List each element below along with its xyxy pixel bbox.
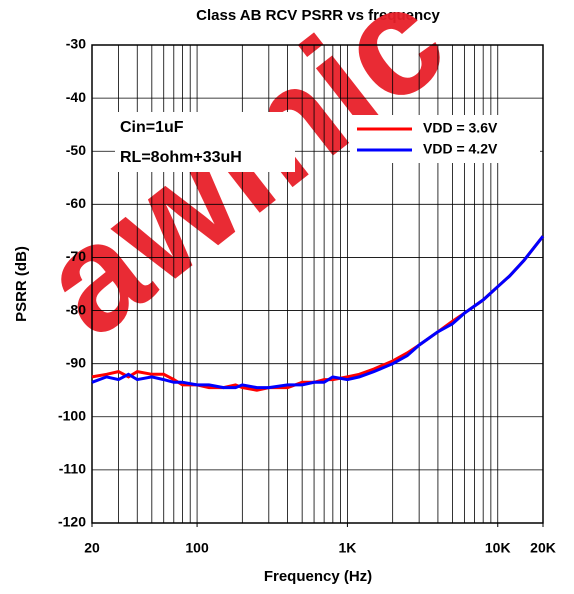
chart-title: Class AB RCV PSRR vs frequency bbox=[196, 7, 440, 24]
x-tick-label: 1K bbox=[338, 540, 356, 556]
y-tick-label: -90 bbox=[66, 354, 86, 370]
x-tick-label: 100 bbox=[185, 540, 209, 556]
annotation: RL=8ohm+33uH bbox=[120, 149, 242, 166]
legend-box bbox=[350, 115, 540, 163]
y-tick-label: -120 bbox=[58, 514, 86, 530]
y-tick-label: -70 bbox=[66, 248, 86, 264]
x-tick-label: 10K bbox=[485, 540, 511, 556]
y-tick-label: -60 bbox=[66, 195, 86, 211]
y-tick-label: -80 bbox=[66, 301, 86, 317]
legend-label: VDD = 4.2V bbox=[423, 141, 498, 157]
y-axis-label: PSRR (dB) bbox=[13, 246, 30, 322]
plot-frame bbox=[91, 44, 544, 524]
annotation: Cin=1uF bbox=[120, 119, 184, 136]
y-tick-label: -110 bbox=[59, 461, 86, 477]
x-tick-label: 20K bbox=[530, 540, 556, 556]
y-tick-label: -50 bbox=[66, 142, 86, 158]
y-tick-label: -40 bbox=[66, 89, 86, 105]
y-tick-label: -100 bbox=[58, 407, 86, 423]
y-tick-label: -30 bbox=[66, 36, 86, 52]
annotation-box bbox=[115, 112, 295, 172]
x-axis-label: Frequency (Hz) bbox=[264, 568, 372, 585]
x-tick-label: 20 bbox=[84, 540, 100, 556]
legend-label: VDD = 3.6V bbox=[423, 120, 498, 136]
line-series bbox=[91, 235, 545, 390]
